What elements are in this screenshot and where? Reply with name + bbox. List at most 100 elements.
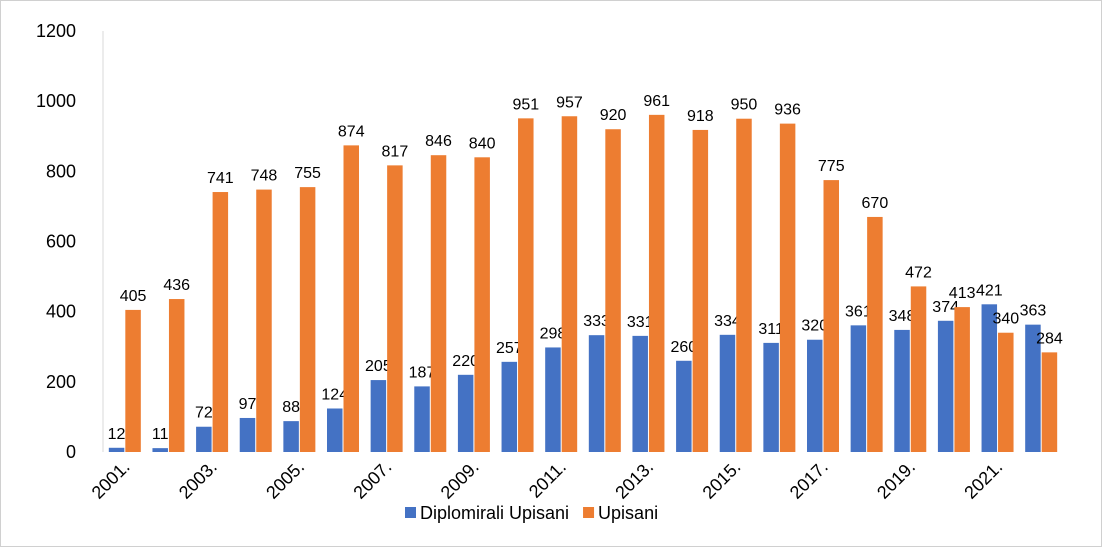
legend-label: Upisani — [598, 503, 658, 523]
data-label: 97 — [239, 396, 257, 413]
bar — [430, 155, 447, 452]
data-label: 936 — [774, 102, 801, 119]
bar — [108, 447, 125, 452]
bar — [910, 286, 927, 452]
y-tick-label: 400 — [46, 302, 76, 322]
bar — [937, 320, 954, 452]
y-tick-label: 200 — [46, 372, 76, 392]
data-label: 220 — [452, 353, 479, 370]
data-label: 374 — [932, 299, 959, 316]
bar — [692, 129, 709, 452]
bar — [212, 192, 229, 452]
data-label: 361 — [845, 303, 872, 320]
y-tick-label: 1200 — [36, 21, 76, 41]
y-tick-label: 800 — [46, 161, 76, 181]
data-label: 12 — [108, 426, 126, 443]
data-label: 334 — [714, 313, 741, 330]
bar — [343, 145, 359, 452]
data-label: 348 — [889, 308, 916, 325]
data-label: 961 — [643, 93, 670, 110]
bar — [981, 304, 998, 452]
data-label: 670 — [862, 195, 889, 212]
data-label: 920 — [600, 107, 627, 124]
bar — [850, 325, 867, 452]
data-label: 846 — [425, 133, 452, 150]
bar — [457, 374, 474, 452]
bar — [501, 361, 518, 452]
bar — [196, 426, 212, 452]
bar — [823, 180, 839, 452]
bar — [561, 116, 578, 452]
data-label: 472 — [905, 264, 932, 281]
bar — [299, 187, 316, 452]
bar — [954, 307, 970, 452]
data-label: 748 — [251, 168, 278, 185]
y-tick-label: 0 — [66, 442, 76, 462]
data-label: 918 — [687, 108, 714, 125]
legend-swatch — [405, 507, 416, 518]
data-label: 298 — [540, 325, 567, 342]
legend-label: Diplomirali Upisani — [420, 503, 569, 523]
data-label: 88 — [282, 399, 300, 416]
data-label: 260 — [670, 339, 697, 356]
bar — [998, 332, 1014, 452]
bar — [1025, 324, 1041, 452]
bar — [1041, 352, 1058, 452]
bar — [545, 347, 561, 452]
bar — [518, 118, 534, 453]
data-label: 405 — [120, 288, 147, 305]
data-label: 775 — [818, 158, 845, 175]
data-label: 284 — [1036, 330, 1063, 347]
data-label: 205 — [365, 358, 392, 375]
bar — [387, 165, 403, 452]
bar — [327, 408, 343, 452]
bar — [370, 380, 387, 452]
y-tick-label: 1000 — [36, 91, 76, 111]
bar — [605, 129, 621, 452]
data-label: 124 — [321, 386, 348, 403]
bar — [648, 114, 665, 452]
bar — [125, 309, 141, 452]
legend-swatch — [583, 507, 595, 518]
data-label: 951 — [512, 96, 539, 113]
bar — [779, 123, 796, 453]
bar — [414, 386, 430, 452]
bar — [736, 118, 752, 452]
bar — [168, 299, 185, 452]
data-label: 320 — [801, 318, 828, 335]
data-label: 755 — [294, 165, 321, 182]
data-label: 72 — [195, 405, 213, 422]
bar — [239, 417, 256, 452]
data-label: 950 — [731, 97, 758, 114]
data-label: 436 — [163, 277, 190, 294]
bar — [632, 335, 648, 452]
bar — [894, 329, 910, 452]
bar — [807, 339, 823, 452]
data-label: 187 — [409, 364, 436, 381]
bar — [152, 448, 168, 452]
data-label: 957 — [556, 94, 583, 111]
data-label: 311 — [758, 321, 784, 338]
data-label: 817 — [382, 143, 409, 160]
data-label: 257 — [496, 340, 523, 357]
data-label: 333 — [583, 313, 610, 330]
data-label: 840 — [469, 135, 496, 152]
y-tick-label: 600 — [46, 232, 76, 252]
data-label: 874 — [338, 123, 365, 140]
data-label: 421 — [976, 282, 1003, 299]
bar — [719, 334, 736, 452]
bar — [256, 189, 272, 452]
bar — [676, 360, 692, 452]
data-label: 11 — [152, 426, 169, 443]
bar — [867, 216, 883, 452]
data-label: 741 — [207, 170, 234, 187]
bar — [588, 335, 605, 452]
data-label: 331 — [627, 314, 654, 331]
data-label: 363 — [1020, 303, 1047, 320]
bar — [763, 342, 779, 452]
bar — [283, 421, 299, 452]
data-label: 413 — [949, 285, 976, 302]
data-label: 340 — [992, 311, 1019, 328]
